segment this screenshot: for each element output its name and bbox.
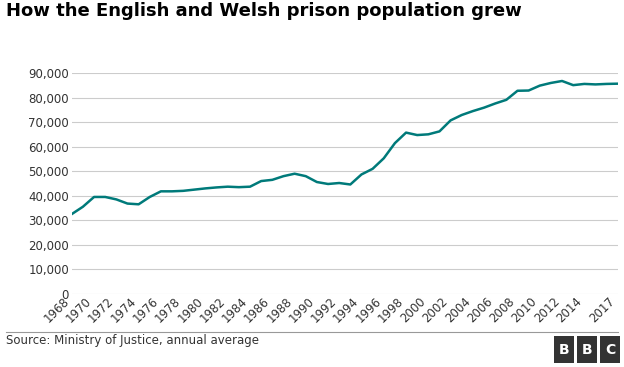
FancyBboxPatch shape — [554, 336, 574, 363]
FancyBboxPatch shape — [600, 336, 620, 363]
Text: B: B — [582, 342, 592, 357]
Text: How the English and Welsh prison population grew: How the English and Welsh prison populat… — [6, 2, 522, 20]
Text: Source: Ministry of Justice, annual average: Source: Ministry of Justice, annual aver… — [6, 334, 259, 347]
Text: C: C — [605, 342, 615, 357]
FancyBboxPatch shape — [577, 336, 597, 363]
Text: B: B — [559, 342, 570, 357]
